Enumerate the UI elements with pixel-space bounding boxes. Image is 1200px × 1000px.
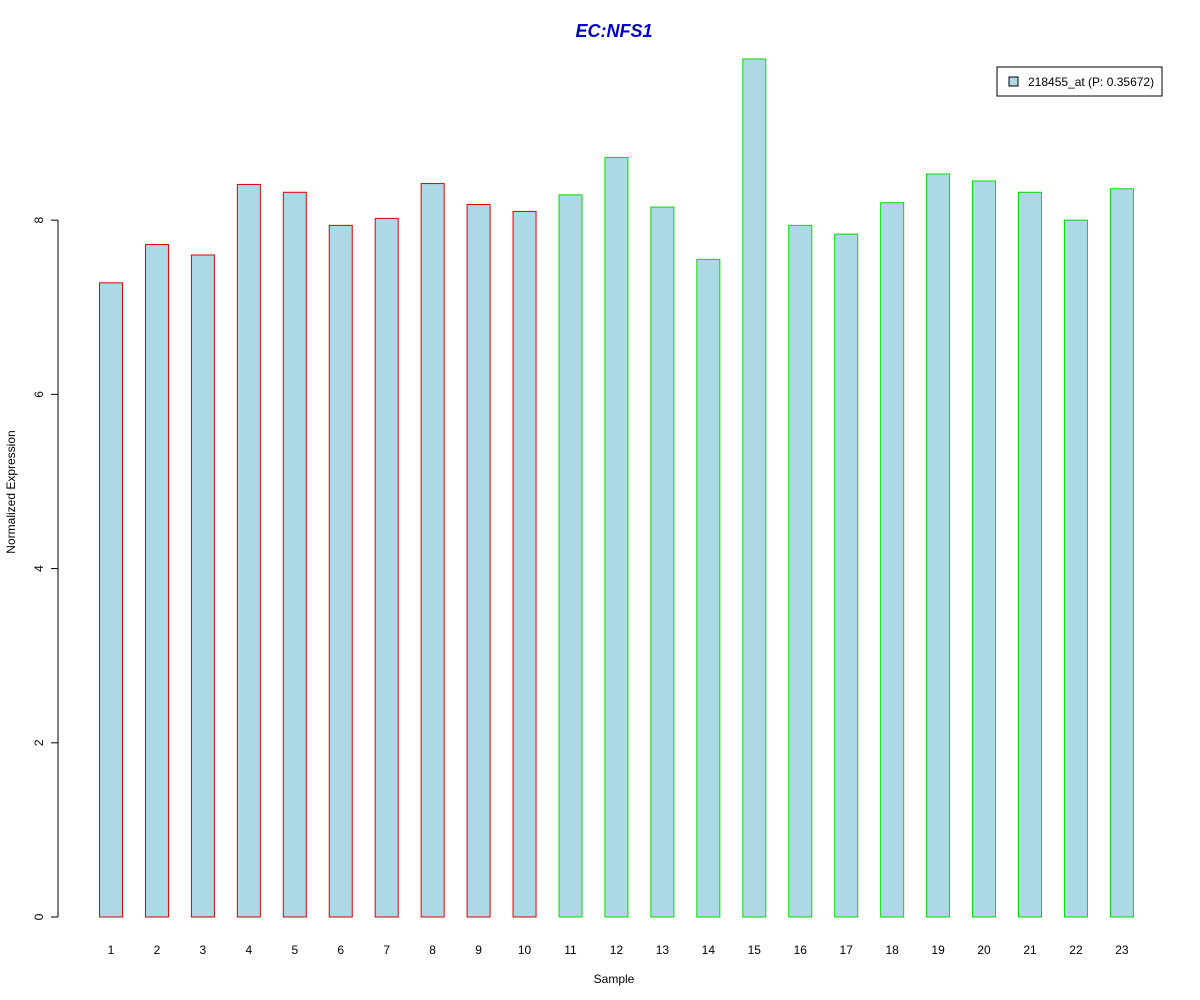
chart-title: EC:NFS1 bbox=[575, 21, 652, 41]
x-tick-label: 5 bbox=[291, 943, 298, 957]
x-tick-label: 22 bbox=[1069, 943, 1083, 957]
x-tick-label: 13 bbox=[656, 943, 670, 957]
x-tick-label: 2 bbox=[154, 943, 161, 957]
x-tick-label: 7 bbox=[383, 943, 390, 957]
y-tick-label: 6 bbox=[32, 391, 46, 398]
x-tick-label: 3 bbox=[200, 943, 207, 957]
bar-sample-12 bbox=[604, 156, 629, 918]
y-tick-label: 4 bbox=[32, 565, 46, 572]
bar-sample-3 bbox=[190, 254, 215, 918]
bar-sample-10 bbox=[512, 210, 537, 918]
bar-sample-11 bbox=[558, 194, 583, 918]
y-axis-title: Normalized Expression bbox=[4, 430, 18, 553]
x-tick-label: 15 bbox=[748, 943, 762, 957]
x-tick-label: 20 bbox=[977, 943, 991, 957]
bar-sample-19 bbox=[926, 173, 951, 918]
x-tick-label: 21 bbox=[1023, 943, 1037, 957]
bar-sample-22 bbox=[1063, 219, 1088, 918]
bars bbox=[99, 58, 1134, 918]
x-tick-label: 10 bbox=[518, 943, 532, 957]
x-tick-label: 9 bbox=[475, 943, 482, 957]
x-tick-label: 11 bbox=[564, 943, 577, 957]
legend-box bbox=[996, 66, 1163, 97]
x-tick-label: 6 bbox=[337, 943, 344, 957]
y-axis: 0 2 4 6 8 bbox=[32, 216, 59, 920]
x-tick-label: 14 bbox=[702, 943, 716, 957]
x-tick-label: 23 bbox=[1115, 943, 1129, 957]
x-tick-label: 18 bbox=[885, 943, 899, 957]
x-tick-label: 8 bbox=[429, 943, 436, 957]
x-tick-label: 19 bbox=[931, 943, 945, 957]
bar-sample-4 bbox=[236, 183, 261, 918]
bar-sample-17 bbox=[834, 233, 859, 918]
bar-sample-8 bbox=[420, 183, 445, 918]
bar-sample-5 bbox=[282, 191, 307, 918]
bar-sample-16 bbox=[788, 224, 813, 918]
legend: 218455_at (P: 0.35672) bbox=[996, 66, 1163, 97]
bar-sample-20 bbox=[972, 180, 997, 918]
bar-sample-18 bbox=[880, 202, 905, 918]
x-tick-label: 17 bbox=[840, 943, 854, 957]
x-tick-labels: 1 2 3 4 5 6 7 8 9 10 11 12 13 14 15 16 17 18 19 20 21 22 23 bbox=[108, 943, 1129, 957]
x-tick-label: 1 bbox=[108, 943, 115, 957]
y-tick-label: 0 bbox=[32, 913, 46, 920]
bar-sample-9 bbox=[466, 203, 491, 918]
bar-sample-14 bbox=[696, 258, 721, 918]
bar-sample-7 bbox=[374, 217, 399, 918]
y-tick-label: 8 bbox=[32, 216, 46, 223]
bar-sample-1 bbox=[99, 282, 123, 918]
bar-sample-23 bbox=[1109, 188, 1134, 918]
bar-sample-6 bbox=[328, 224, 353, 918]
x-tick-label: 4 bbox=[246, 943, 253, 957]
x-tick-label: 12 bbox=[610, 943, 624, 957]
legend-label: 218455_at (P: 0.35672) bbox=[1028, 75, 1154, 89]
y-tick-label: 2 bbox=[32, 739, 46, 746]
bar-sample-15 bbox=[742, 58, 767, 918]
x-axis-title: Sample bbox=[594, 972, 635, 986]
bar-sample-2 bbox=[144, 244, 169, 918]
bar-sample-21 bbox=[1018, 191, 1042, 918]
legend-swatch bbox=[1008, 76, 1019, 87]
x-tick-label: 16 bbox=[794, 943, 808, 957]
bar-sample-13 bbox=[650, 206, 675, 918]
